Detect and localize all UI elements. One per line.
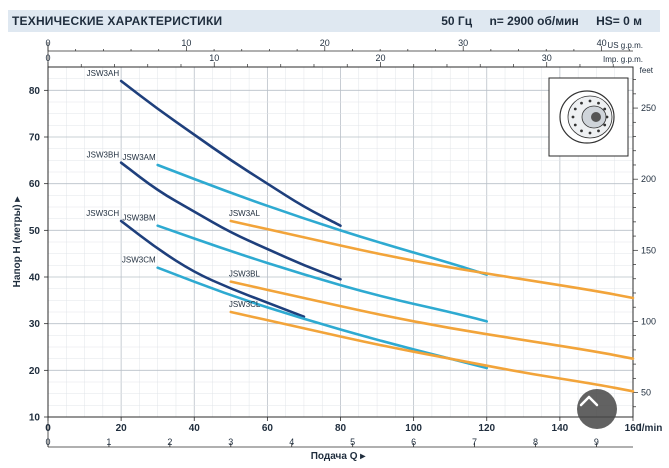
pump-bolt — [588, 131, 592, 135]
pump-bolt — [603, 107, 607, 111]
feet-unit: feet — [640, 66, 654, 75]
m3h-tick-label: 3 — [228, 437, 233, 447]
chart-series — [119, 79, 635, 393]
series-label-jsw3cl: JSW3CL — [229, 300, 261, 309]
pump-bolt — [580, 101, 583, 105]
pump-bolt — [571, 115, 575, 119]
page-title: ТЕХНИЧЕСКИЕ ХАРАКТЕРИСТИКИ — [12, 14, 223, 28]
chart-grid — [47, 66, 634, 418]
series-label-jsw3bl: JSW3BL — [229, 270, 261, 279]
us-gpm-tick-label: 40 — [597, 38, 607, 48]
pump-illustration — [548, 77, 629, 157]
series-label-jsw3am: JSW3AM — [122, 153, 156, 162]
y-tick-label: 60 — [29, 179, 41, 190]
series-label-jsw3bh: JSW3BH — [87, 151, 120, 160]
us-gpm-unit: US g.p.m. — [607, 41, 643, 50]
us-gpm-tick-label: 10 — [181, 38, 191, 48]
m3h-tick-label: 6 — [411, 437, 416, 447]
x-tick-label: 100 — [405, 423, 422, 434]
imp-gpm-tick-label: 0 — [45, 53, 50, 63]
chevron-up-icon — [579, 395, 599, 407]
feet-tick-label: 250 — [641, 103, 656, 113]
pump-bolt — [605, 115, 609, 119]
y-tick-label: 20 — [29, 366, 41, 377]
x-axis-label: Подача Q ▸ — [311, 451, 367, 462]
series-line-jsw3bh — [119, 161, 342, 281]
us-gpm-tick-label: 20 — [320, 38, 330, 48]
x-tick-label: 140 — [552, 423, 569, 434]
m3h-tick-label: 4 — [289, 437, 294, 447]
us-gpm-tick-label: 30 — [458, 38, 468, 48]
series-label-jsw3al: JSW3AL — [229, 209, 261, 218]
x-tick-label: 80 — [335, 423, 347, 434]
x-tick-label: 40 — [189, 423, 201, 434]
x-tick-label: 120 — [478, 423, 495, 434]
m3h-tick-label: 9 — [594, 437, 599, 447]
imp-gpm-tick-label: 10 — [209, 53, 219, 63]
x-tick-label: 0 — [45, 423, 51, 434]
feet-tick-label: 150 — [641, 245, 656, 255]
y-tick-label: 80 — [29, 86, 41, 97]
series-line-jsw3ah — [119, 79, 342, 227]
imp-gpm-unit: Imp. g.p.m. — [603, 55, 643, 64]
m3h-tick-label: 2 — [167, 437, 172, 447]
y-axis-label: Напор H (метры) ▸ — [12, 196, 23, 288]
pump-bolt — [573, 107, 577, 111]
series-line-jsw3cl — [229, 310, 635, 393]
series-line-jsw3ch — [119, 219, 306, 318]
y-tick-label: 30 — [29, 319, 41, 330]
chart-frame — [44, 42, 638, 448]
series-line-jsw3am — [156, 163, 489, 276]
series-label-jsw3ah: JSW3AH — [87, 69, 120, 78]
imp-gpm-tick-label: 20 — [375, 53, 385, 63]
pump-bolt — [603, 123, 607, 127]
y-tick-label: 50 — [29, 226, 41, 237]
x-tick-label: 160 — [625, 423, 642, 434]
series-label-jsw3bm: JSW3BM — [122, 214, 156, 223]
m3h-tick-label: 1 — [106, 437, 111, 447]
pump-bolt — [597, 101, 600, 105]
feet-tick-label: 100 — [641, 316, 656, 326]
x-tick-label: 20 — [116, 423, 128, 434]
pump-bolt — [573, 123, 577, 127]
header-bar: ТЕХНИЧЕСКИЕ ХАРАКТЕРИСТИКИ 50 Гц n= 2900… — [8, 10, 660, 32]
m3h-tick-label: 7 — [472, 437, 477, 447]
feet-tick-label: 50 — [641, 388, 651, 398]
us-gpm-tick-label: 0 — [45, 38, 50, 48]
m3h-tick-label: 0 — [45, 437, 50, 447]
frequency-label: 50 Гц — [441, 14, 473, 28]
y-tick-label: 70 — [29, 133, 41, 144]
hs-label: HS= 0 м — [596, 14, 642, 28]
series-line-jsw3bm — [156, 224, 489, 323]
series-line-jsw3al — [229, 219, 635, 300]
series-label-jsw3ch: JSW3CH — [86, 209, 119, 218]
pump-specs: 50 Гц n= 2900 об/мин HS= 0 м — [427, 14, 642, 28]
series-line-jsw3bl — [229, 280, 635, 360]
m3h-tick-label: 5 — [350, 437, 355, 447]
speed-label: n= 2900 об/мин — [489, 14, 579, 28]
y-tick-label: 10 — [29, 413, 41, 424]
pump-bolt — [588, 99, 592, 103]
y-tick-label: 40 — [29, 273, 41, 284]
imp-gpm-tick-label: 30 — [542, 53, 552, 63]
scroll-to-top-button[interactable] — [577, 389, 617, 429]
series-label-jsw3cm: JSW3CM — [122, 256, 156, 265]
x-tick-label: 60 — [262, 423, 274, 434]
pump-bolt — [597, 129, 600, 133]
pump-bolt — [580, 129, 583, 133]
feet-tick-label: 200 — [641, 174, 656, 184]
x-unit-label: l/min — [639, 423, 662, 434]
m3h-tick-label: 8 — [533, 437, 538, 447]
